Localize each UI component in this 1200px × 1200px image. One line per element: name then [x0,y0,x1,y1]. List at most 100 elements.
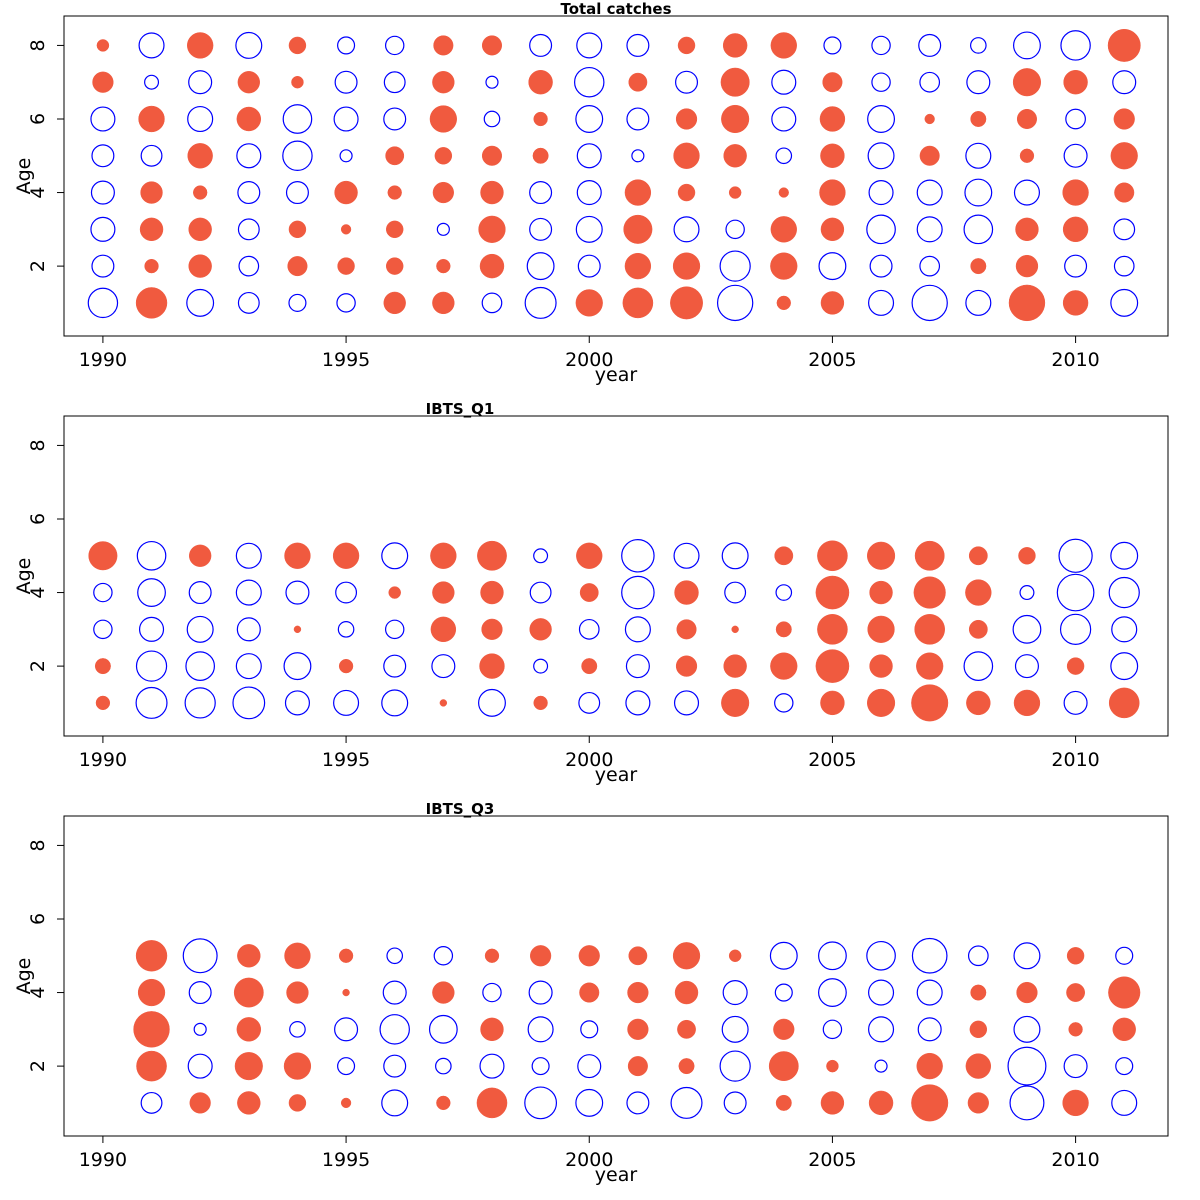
bubble-positive [677,1019,696,1039]
bubble-positive [965,1053,992,1079]
bubble-positive [480,1017,504,1042]
bubble-negative [379,1014,410,1045]
bubble-positive [1008,284,1046,322]
bubble-negative [1111,1089,1138,1116]
bubble-negative [381,1089,409,1117]
bubble-positive [817,540,848,572]
bubble-negative [1112,70,1137,95]
bubble-negative [911,937,948,974]
bubble-negative [182,938,218,974]
bubble-negative [576,180,602,206]
bubble-positive [430,542,457,569]
bubble-negative [334,1017,359,1042]
bubble-positive [720,67,750,97]
bubble-positive [434,147,453,165]
bubble-negative [576,32,603,59]
bubble-positive [1108,687,1140,719]
bubble-negative [771,69,797,95]
bubble-positive [869,580,893,605]
bubble-negative [524,286,557,319]
bubble-negative [918,33,942,57]
bubble-negative [1064,254,1088,278]
bubble-positive [869,654,893,678]
bubble-positive [479,253,505,279]
bubble-positive [188,217,212,242]
bubble-positive [674,980,699,1005]
bubble-negative [188,581,212,605]
bubble-negative [235,542,262,569]
bubble-positive [770,652,798,680]
bubble-positive [815,649,850,683]
bubble-negative [481,292,503,314]
bubble-positive [579,982,600,1003]
bubble-positive [291,75,304,89]
bubble-negative [626,107,650,131]
bubble-positive [528,70,553,95]
bubble-negative [919,255,941,277]
bubble-negative [381,542,409,570]
y-tick-label: 2 [27,660,49,672]
bubble-negative [184,687,216,719]
bubble-negative [576,143,602,169]
bubble-positive [387,185,402,200]
bubble-negative [871,35,891,56]
bubble-positive [1016,981,1038,1004]
bubble-negative [91,144,115,168]
bubble-negative [386,947,404,965]
bubble-negative [140,144,163,167]
bubble-negative [964,178,993,207]
bubble-positive [386,220,404,239]
bubble-positive [189,544,212,567]
bubble-positive [338,948,354,963]
bubble-negative [775,584,793,601]
bubble-positive [1013,689,1041,717]
bubble-positive [432,181,454,204]
bubble-negative [533,548,549,564]
bubble-positive [1012,68,1042,97]
bubble-negative [578,618,600,640]
bubble-positive [284,942,311,969]
bubble-negative [282,140,313,172]
bubble-positive [92,71,114,93]
bubble-negative [724,581,747,604]
bubble-positive [144,258,159,274]
bubble-positive [1107,28,1141,62]
y-tick-label: 8 [27,839,49,851]
bubble-positive [776,295,791,311]
bubble-positive [135,940,168,972]
bubble-negative [1009,1085,1045,1121]
bubble-positive [916,652,944,680]
bubble-negative [87,287,119,319]
bubble-positive [337,257,355,275]
bubble-positive [1066,947,1085,965]
bubble-negative [868,289,895,316]
bubble-negative [916,216,943,243]
bubble-negative [428,1014,458,1044]
bubble-negative [577,1054,602,1079]
bubble-negative [966,70,991,95]
bubble-negative [1108,576,1140,609]
bubble-negative [963,214,994,245]
bubble-negative [967,945,989,967]
bubble-positive [530,945,552,967]
bubble-negative [725,219,745,240]
bubble-positive [817,614,848,645]
y-tick-label: 8 [27,39,49,51]
bubble-series [88,538,1140,722]
bubble-positive [1110,142,1138,170]
bubble-negative [237,218,260,241]
y-tick-label: 2 [27,260,49,272]
bubble-negative [188,981,212,1005]
bubble-negative [867,142,895,170]
bubble-negative [874,1059,888,1073]
x-tick-label: 2005 [808,1149,856,1171]
bubble-negative [282,104,313,134]
bubble-positive [970,258,987,275]
chart-title: IBTS_Q1 [426,400,495,418]
bubble-negative [675,70,699,94]
bubble-positive [432,581,455,604]
bubble-positive [919,145,940,166]
bubble-positive [481,35,502,56]
bubble-negative [138,32,165,59]
bubble-positive [624,252,652,280]
